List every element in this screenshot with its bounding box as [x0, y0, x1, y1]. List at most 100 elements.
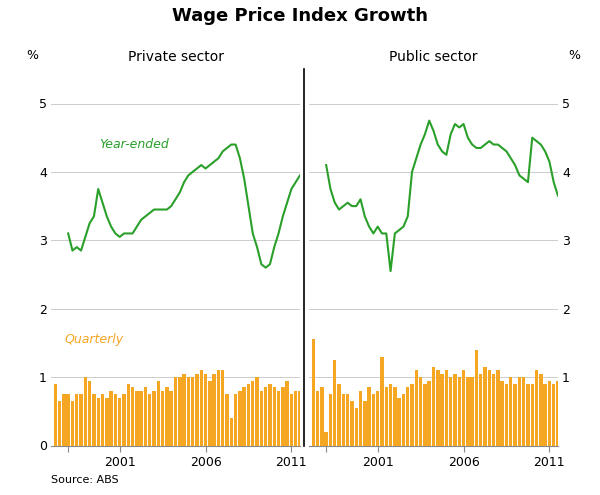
- Bar: [161, 391, 164, 446]
- Bar: [385, 388, 388, 446]
- Bar: [131, 388, 134, 446]
- Bar: [346, 394, 349, 446]
- Bar: [449, 377, 452, 446]
- Bar: [152, 391, 156, 446]
- Bar: [462, 370, 465, 446]
- Bar: [182, 374, 186, 446]
- Bar: [565, 377, 568, 446]
- Bar: [393, 388, 397, 446]
- Bar: [320, 391, 323, 446]
- Bar: [311, 381, 314, 446]
- Bar: [574, 381, 577, 446]
- Bar: [423, 384, 427, 446]
- Title: Private sector: Private sector: [128, 50, 223, 64]
- Bar: [247, 384, 250, 446]
- Bar: [548, 381, 551, 446]
- Bar: [324, 394, 328, 446]
- Bar: [500, 381, 504, 446]
- Bar: [101, 394, 104, 446]
- Bar: [212, 374, 216, 446]
- Bar: [230, 418, 233, 446]
- Bar: [187, 377, 190, 446]
- Bar: [75, 394, 79, 446]
- Bar: [453, 374, 457, 446]
- Bar: [505, 384, 508, 446]
- Bar: [316, 377, 319, 446]
- Bar: [208, 381, 212, 446]
- Bar: [83, 377, 87, 446]
- Bar: [67, 394, 70, 446]
- Bar: [484, 367, 487, 446]
- Bar: [440, 374, 444, 446]
- Bar: [286, 381, 289, 446]
- Bar: [514, 384, 517, 446]
- Bar: [415, 370, 418, 446]
- Bar: [148, 394, 151, 446]
- Bar: [307, 388, 310, 446]
- Bar: [97, 397, 100, 446]
- Bar: [311, 340, 315, 446]
- Bar: [492, 374, 496, 446]
- Bar: [427, 381, 431, 446]
- Bar: [251, 381, 254, 446]
- Bar: [582, 394, 586, 446]
- Bar: [496, 370, 500, 446]
- Bar: [578, 411, 581, 446]
- Bar: [367, 388, 371, 446]
- Bar: [341, 394, 345, 446]
- Bar: [518, 377, 521, 446]
- Bar: [113, 394, 117, 446]
- Bar: [277, 391, 280, 446]
- Text: Wage Price Index Growth: Wage Price Index Growth: [172, 7, 428, 25]
- Bar: [475, 350, 478, 446]
- Bar: [371, 394, 375, 446]
- Text: Quarterly: Quarterly: [65, 333, 124, 346]
- Bar: [363, 401, 367, 446]
- Bar: [92, 394, 95, 446]
- Bar: [298, 391, 302, 446]
- Bar: [320, 388, 323, 446]
- Bar: [58, 401, 61, 446]
- Text: %: %: [568, 49, 580, 62]
- Bar: [509, 377, 512, 446]
- Bar: [359, 391, 362, 446]
- Bar: [204, 374, 207, 446]
- Bar: [122, 394, 126, 446]
- Bar: [191, 377, 194, 446]
- Bar: [526, 384, 530, 446]
- Bar: [522, 377, 526, 446]
- Bar: [135, 391, 139, 446]
- Bar: [302, 384, 306, 446]
- Bar: [556, 381, 560, 446]
- Bar: [397, 397, 401, 446]
- Text: Source: ABS: Source: ABS: [51, 475, 119, 485]
- Title: Public sector: Public sector: [389, 50, 478, 64]
- Bar: [350, 401, 353, 446]
- Text: Year-ended: Year-ended: [99, 138, 169, 151]
- Bar: [221, 370, 224, 446]
- Bar: [436, 370, 440, 446]
- Bar: [260, 391, 263, 446]
- Bar: [479, 374, 482, 446]
- Bar: [470, 377, 474, 446]
- Bar: [200, 370, 203, 446]
- Bar: [355, 408, 358, 446]
- Bar: [234, 394, 238, 446]
- Bar: [333, 360, 337, 446]
- Bar: [539, 374, 542, 446]
- Bar: [466, 377, 470, 446]
- Bar: [419, 377, 422, 446]
- Text: %: %: [26, 49, 38, 62]
- Bar: [316, 391, 319, 446]
- Bar: [62, 394, 65, 446]
- Bar: [488, 370, 491, 446]
- Bar: [127, 384, 130, 446]
- Bar: [329, 394, 332, 446]
- Bar: [195, 374, 199, 446]
- Bar: [272, 388, 276, 446]
- Bar: [281, 388, 284, 446]
- Bar: [410, 384, 414, 446]
- Bar: [535, 370, 538, 446]
- Bar: [226, 394, 229, 446]
- Bar: [88, 381, 91, 446]
